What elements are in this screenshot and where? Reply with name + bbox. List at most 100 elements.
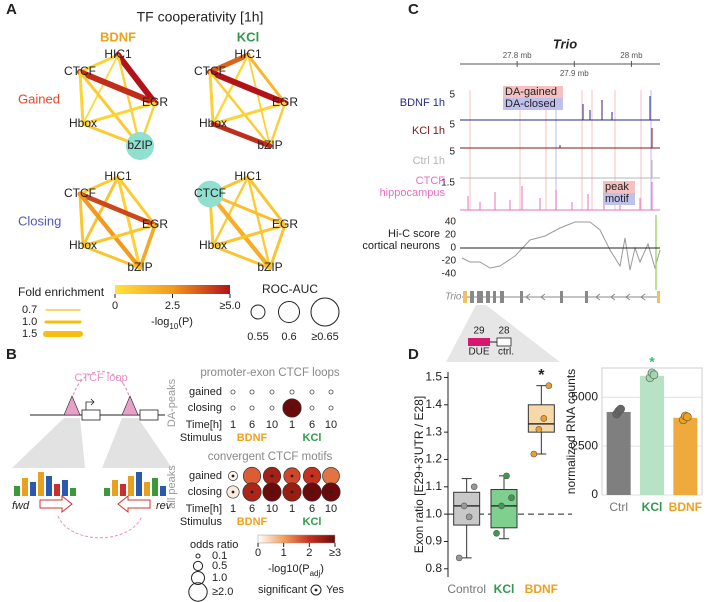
stimulus-name: BDNF [237, 516, 268, 528]
edge [208, 70, 272, 148]
time-value: 1 [230, 419, 236, 431]
time-value: 10 [266, 419, 278, 431]
y-tick-label: 2500 [571, 438, 598, 452]
legend-label: motif [605, 193, 630, 205]
hic-title: cortical neurons [362, 240, 440, 252]
y-tick-label: 40 [445, 217, 457, 228]
edge [77, 69, 158, 106]
edge [268, 101, 287, 148]
node-label: HIC1 [234, 47, 262, 61]
legend-label: 1.0 [22, 316, 37, 328]
colorbar-title-part: adj [310, 569, 321, 578]
y-tick-label: -20 [442, 256, 457, 267]
data-point [649, 370, 659, 380]
annotation: * [538, 367, 545, 384]
edge [268, 223, 287, 270]
colorbar-title: -log10(Padj) [268, 563, 324, 578]
x-tick-label: Control [447, 582, 486, 596]
legend-label: 0.5 [212, 560, 227, 572]
dot [249, 389, 255, 395]
colorbar-label: ≥3 [329, 547, 341, 559]
y-axis-title: normalized RNA counts [564, 369, 578, 494]
track-name: Ctrl 1h [413, 155, 445, 167]
edge [211, 53, 250, 126]
node-label: Hbox [69, 238, 97, 252]
legend-label: 0.6 [281, 331, 296, 343]
data-point [535, 426, 543, 433]
dotplot-side-label: all peaks [166, 465, 178, 509]
time-value: 6 [309, 419, 315, 431]
legend-circle [195, 553, 201, 559]
time-value: 6 [249, 503, 255, 515]
row-label: closing [188, 486, 222, 498]
y-tick-label: 1.0 [425, 506, 442, 520]
legend-label: DA-gained [505, 86, 557, 98]
y-tick-label: 5000 [571, 389, 598, 403]
node-label: Hbox [69, 116, 97, 130]
edge [207, 52, 251, 75]
legend-label: 1.0 [212, 572, 227, 584]
column-header: BDNF [100, 29, 136, 44]
legend-title: odds ratio [190, 539, 238, 551]
row-header: Gained [18, 91, 60, 106]
edge [81, 223, 157, 248]
y-tick-label: 1.5 [425, 370, 442, 384]
edge [81, 175, 120, 248]
stimulus-name: KCl [303, 516, 322, 528]
node-label: bZIP [127, 260, 152, 274]
colorbar-title: -log10(P) [151, 316, 193, 331]
node-label: CTCF [194, 64, 226, 78]
legend-label: 0.1 [212, 550, 227, 562]
y-tick-label: 1.4 [425, 397, 442, 411]
panel-label: A [6, 1, 17, 18]
edge [211, 175, 250, 248]
x-tick-label: 28 mb [620, 51, 643, 60]
time-value: 10 [325, 503, 337, 515]
bar [640, 375, 664, 495]
node-label: bZIP [127, 138, 152, 152]
data-point [498, 502, 505, 510]
significance-dot [270, 474, 274, 478]
y-tick-label: 0 [450, 243, 456, 254]
colorbar-title-part: ) [320, 563, 324, 575]
box [490, 489, 518, 529]
dot [242, 466, 262, 486]
edge [210, 121, 273, 149]
time-label: Time[h] [186, 419, 222, 431]
edge [207, 191, 273, 271]
significance-dot [270, 490, 274, 494]
dot [328, 389, 334, 395]
dot [309, 405, 315, 411]
loop-schematic [12, 371, 172, 539]
data-point [683, 412, 692, 422]
data-point [616, 404, 625, 414]
time-value: 6 [309, 503, 315, 515]
legend-circle [250, 304, 266, 320]
y-axis-title: Exon ratio [E29+3'UTR / E28] [412, 396, 426, 553]
node-label: bZIP [257, 260, 282, 274]
legend-circle [188, 582, 208, 602]
dotplot-title: convergent CTCF motifs [208, 451, 333, 463]
legend-label: 1.5 [22, 328, 37, 340]
legend-label: 0.7 [22, 304, 37, 316]
motif-label: rev [156, 500, 173, 512]
legend-label: ≥2.0 [212, 586, 233, 598]
significance-dot [310, 490, 314, 494]
x-tick-label: KCl [642, 500, 663, 514]
node-label: HIC1 [104, 47, 132, 61]
track-scale: 5 [449, 120, 455, 131]
dotplot-side-label: DA-peaks [166, 378, 178, 427]
edge [246, 53, 287, 105]
significance-dot [290, 474, 294, 478]
y-tick-label: 20 [445, 230, 457, 241]
edge [211, 101, 287, 126]
node-label: EGR [272, 95, 298, 109]
colorbar-title-part: -log [151, 316, 169, 328]
node-label: Hbox [199, 116, 227, 130]
edge [247, 54, 271, 147]
track-name: hippocampus [380, 187, 446, 199]
row-label: closing [188, 402, 222, 414]
y-tick-label: 0 [591, 487, 598, 501]
dot [322, 467, 340, 485]
edge [246, 175, 287, 227]
